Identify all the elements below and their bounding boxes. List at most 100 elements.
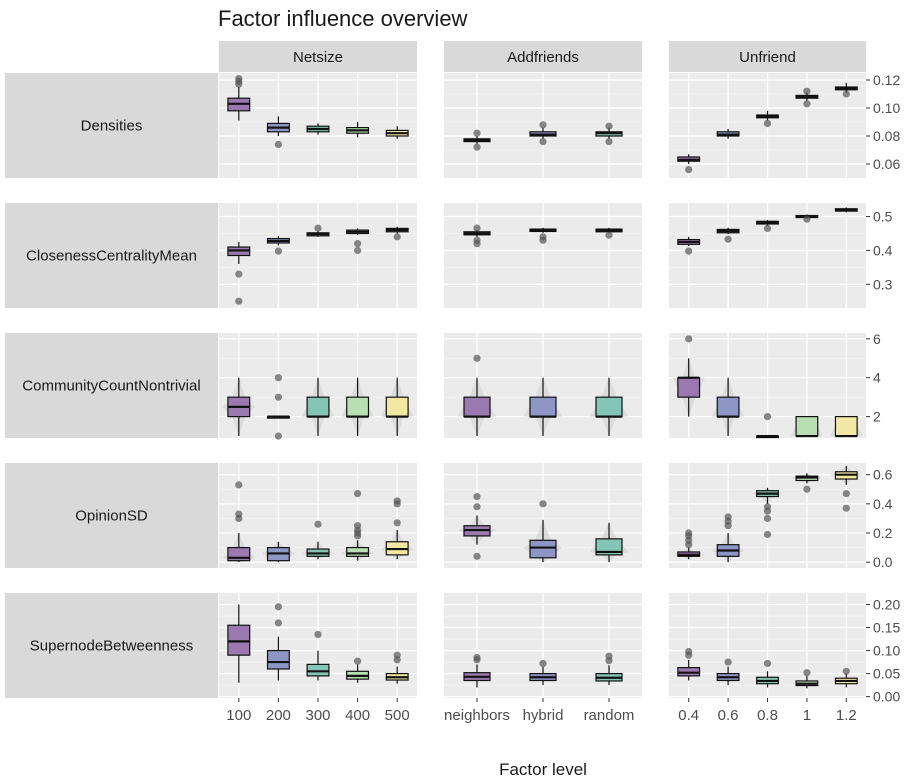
row-strip-densities — [5, 73, 218, 178]
box-0.6 — [711, 377, 745, 437]
outlier-point — [539, 121, 547, 129]
outlier-point — [274, 432, 282, 440]
x-tick-label: random — [584, 707, 635, 724]
box-body — [266, 649, 290, 670]
x-tick-label: 1.2 — [836, 707, 857, 724]
box-400 — [346, 122, 370, 138]
y-tick-label: 0.0 — [873, 554, 893, 570]
outlier-point — [685, 647, 693, 656]
box-body — [677, 377, 701, 398]
outlier-point — [274, 619, 282, 627]
outlier-point — [354, 246, 362, 255]
box-1 — [790, 416, 824, 438]
outlier-point — [235, 481, 243, 489]
y-tick-label: 0.08 — [873, 128, 900, 144]
col-strip-unfriend — [669, 41, 866, 72]
outlier-point — [473, 354, 481, 362]
outlier-point — [539, 233, 547, 241]
box-random — [595, 652, 623, 686]
box-100 — [222, 377, 256, 437]
x-tick-label: 400 — [345, 707, 370, 724]
box-hybrid — [523, 377, 563, 437]
box-1.2 — [830, 465, 863, 512]
col-strip-label: Netsize — [293, 49, 343, 66]
box-body — [227, 624, 251, 656]
box-1 — [790, 473, 824, 493]
outlier-point — [473, 552, 481, 560]
panel-2-2 — [669, 333, 866, 439]
outlier-point — [605, 138, 613, 146]
box-400 — [346, 228, 370, 255]
panel-3-2 — [669, 463, 866, 568]
box-400 — [346, 657, 370, 683]
outlier-point — [235, 297, 243, 305]
box-0.4 — [677, 236, 701, 255]
x-tick-label: neighbors — [444, 707, 510, 724]
outlier-point — [235, 270, 243, 278]
box-neighbors — [463, 224, 491, 248]
outlier-point — [393, 519, 401, 527]
x-tick-label: 0.8 — [757, 707, 778, 724]
box-0.4 — [672, 529, 705, 560]
panel-2-0 — [219, 333, 417, 440]
panel-3-1 — [444, 463, 642, 568]
outlier-point — [393, 651, 401, 659]
box-0.8 — [756, 659, 779, 688]
outlier-point — [685, 166, 693, 174]
row-strip-closenesscentralitymean — [5, 203, 218, 308]
panel-0-0 — [219, 73, 417, 178]
y-tick-label: 0.5 — [873, 209, 893, 225]
outlier-point — [685, 529, 693, 537]
box-neighbors — [463, 653, 491, 688]
x-tick-label: 100 — [226, 707, 251, 724]
y-tick-label: 0.00 — [873, 689, 900, 705]
box-body — [463, 396, 491, 418]
outlier-point — [803, 485, 811, 493]
outlier-point — [685, 335, 693, 343]
row-strip-label: ClosenessCentralityMean — [26, 248, 197, 265]
box-500 — [385, 226, 409, 241]
outlier-point — [314, 224, 322, 232]
outlier-point — [539, 659, 547, 668]
y-tick-label: 0.2 — [873, 525, 893, 541]
y-tick-label: 0.15 — [873, 620, 900, 636]
x-tick-label: 0.6 — [718, 707, 739, 724]
x-axis-title: Factor level — [499, 760, 587, 779]
box-300 — [306, 224, 330, 237]
box-body — [595, 396, 623, 418]
y-tick-label: 0.10 — [873, 643, 900, 659]
box-400 — [341, 490, 374, 561]
outlier-point — [274, 374, 282, 382]
box-1.2 — [830, 416, 863, 438]
outlier-point — [473, 503, 481, 511]
chart-title: Factor influence overview — [218, 6, 468, 31]
box-1.2 — [834, 207, 858, 213]
outlier-point — [473, 236, 481, 244]
outlier-point — [803, 215, 811, 223]
outlier-point — [724, 658, 732, 666]
outlier-point — [393, 233, 401, 241]
outlier-point — [539, 500, 547, 508]
box-0.6 — [716, 658, 740, 686]
box-body — [306, 396, 330, 418]
panel-1-0 — [219, 203, 417, 308]
outlier-point — [605, 231, 613, 239]
box-body — [306, 663, 330, 677]
outlier-point — [314, 520, 322, 528]
box-random — [589, 522, 629, 563]
panel-4-1 — [444, 593, 642, 698]
outlier-point — [235, 510, 243, 518]
outlier-point — [842, 667, 850, 675]
outlier-point — [763, 514, 772, 523]
outlier-point — [605, 652, 613, 660]
box-300 — [306, 123, 330, 135]
x-tick-label: 300 — [305, 707, 330, 724]
box-200 — [266, 236, 290, 255]
panel-4-0 — [219, 593, 417, 698]
box-0.4 — [672, 335, 705, 417]
outlier-point — [393, 497, 401, 505]
box-1.2 — [834, 667, 858, 688]
box-neighbors — [457, 354, 497, 437]
outlier-point — [274, 140, 282, 148]
outlier-point — [763, 413, 772, 421]
